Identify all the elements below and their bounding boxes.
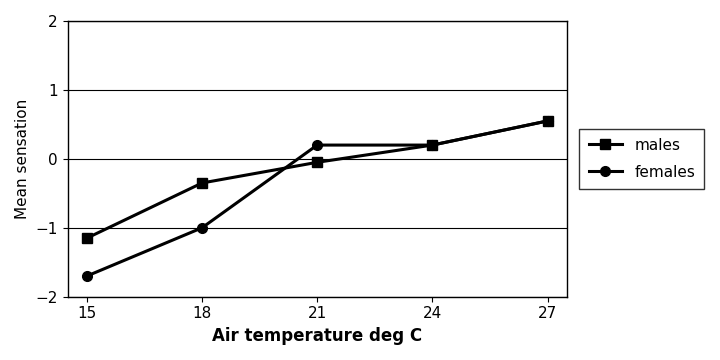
- Line: females: females: [82, 116, 552, 281]
- males: [313, 160, 322, 165]
- females: [198, 226, 207, 230]
- Legend: males, females: males, females: [580, 129, 704, 189]
- males: [428, 143, 437, 147]
- X-axis label: Air temperature deg C: Air temperature deg C: [212, 327, 422, 345]
- males: [198, 181, 207, 185]
- Y-axis label: Mean sensation: Mean sensation: [15, 99, 30, 219]
- females: [428, 143, 437, 147]
- females: [543, 119, 552, 123]
- males: [543, 119, 552, 123]
- females: [313, 143, 322, 147]
- females: [83, 274, 91, 278]
- Line: males: males: [82, 116, 552, 243]
- males: [83, 236, 91, 240]
